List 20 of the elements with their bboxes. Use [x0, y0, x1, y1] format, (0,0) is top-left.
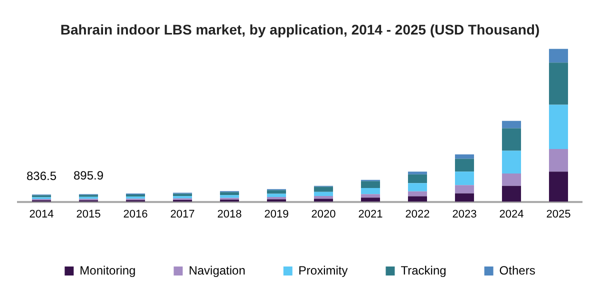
- x-tick-label: 2019: [264, 208, 289, 220]
- x-tick-label: 2015: [76, 208, 101, 220]
- x-tick-label: 2017: [170, 208, 195, 220]
- x-tick-label: 2014: [29, 208, 54, 220]
- legend-label: Navigation: [188, 263, 246, 278]
- legend-label: Others: [499, 263, 536, 278]
- x-tick-label: 2020: [311, 208, 336, 220]
- x-tick-label: 2021: [358, 208, 383, 220]
- x-tick-label: 2022: [405, 208, 430, 220]
- x-tick-label: 2024: [499, 208, 524, 220]
- x-tick-label: 2023: [452, 208, 477, 220]
- legend-label: Monitoring: [80, 263, 136, 278]
- legend-label: Proximity: [298, 263, 348, 278]
- legend-label: Tracking: [400, 263, 446, 278]
- x-tick-label: 2016: [123, 208, 148, 220]
- x-tick-label: 2025: [546, 208, 571, 220]
- annotation: 836.5: [26, 168, 57, 183]
- chart-title: Bahrain indoor LBS market, by application, 2014 - 2025 (USD Thousand): [60, 21, 540, 38]
- x-tick-label: 2018: [217, 208, 242, 220]
- annotation: 895.9: [73, 168, 104, 182]
